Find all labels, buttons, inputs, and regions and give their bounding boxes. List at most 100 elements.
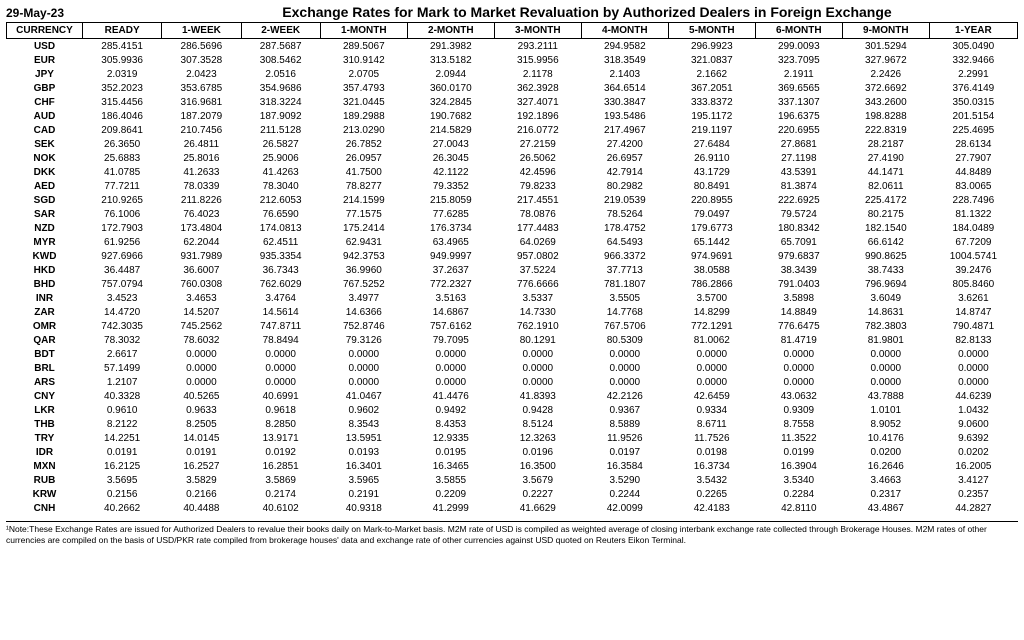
rate-cell: 0.9428	[494, 403, 581, 417]
rate-cell: 219.0539	[581, 193, 668, 207]
currency-code: MYR	[7, 235, 83, 249]
rate-cell: 78.8494	[241, 333, 320, 347]
rate-cell: 294.9582	[581, 39, 668, 54]
rate-cell: 299.0093	[755, 39, 842, 54]
table-row: OMR742.3035745.2562747.8711752.8746757.6…	[7, 319, 1018, 333]
rate-cell: 2.0423	[162, 67, 241, 81]
rate-cell: 14.4720	[83, 305, 162, 319]
rate-cell: 0.0000	[162, 347, 241, 361]
rate-cell: 57.1499	[83, 361, 162, 375]
rate-cell: 42.4183	[668, 501, 755, 515]
rate-cell: 42.7914	[581, 165, 668, 179]
rates-table: CURRENCYREADY1-WEEK2-WEEK1-MONTH2-MONTH3…	[6, 22, 1018, 515]
rate-cell: 36.4487	[83, 263, 162, 277]
table-row: NZD172.7903173.4804174.0813175.2414176.3…	[7, 221, 1018, 235]
rate-cell: 0.9618	[241, 403, 320, 417]
rate-cell: 0.0191	[162, 445, 241, 459]
rate-cell: 0.2357	[929, 487, 1017, 501]
rate-cell: 362.3928	[494, 81, 581, 95]
rate-cell: 78.3032	[83, 333, 162, 347]
rate-cell: 78.0339	[162, 179, 241, 193]
table-row: QAR78.303278.603278.849479.312679.709580…	[7, 333, 1018, 347]
rate-cell: 0.2244	[581, 487, 668, 501]
rate-cell: 0.0000	[755, 347, 842, 361]
rate-cell: 324.2845	[407, 95, 494, 109]
rate-cell: 37.7713	[581, 263, 668, 277]
rate-cell: 3.5700	[668, 291, 755, 305]
currency-code: KRW	[7, 487, 83, 501]
table-row: RUB3.56953.58293.58693.59653.58553.56793…	[7, 473, 1018, 487]
footnote: ¹Note:These Exchange Rates are issued fo…	[6, 521, 1018, 545]
rate-cell: 44.1471	[842, 165, 929, 179]
rate-cell: 0.0000	[407, 361, 494, 375]
rate-cell: 26.3045	[407, 151, 494, 165]
rate-cell: 354.9686	[241, 81, 320, 95]
rate-cell: 77.7211	[83, 179, 162, 193]
rate-cell: 0.0000	[755, 361, 842, 375]
rate-cell: 760.0308	[162, 277, 241, 291]
col-4-month: 4-MONTH	[581, 23, 668, 39]
currency-code: AED	[7, 179, 83, 193]
rate-cell: 762.1910	[494, 319, 581, 333]
rate-cell: 12.9335	[407, 431, 494, 445]
currency-code: THB	[7, 417, 83, 431]
rate-cell: 14.8747	[929, 305, 1017, 319]
table-row: USD285.4151286.5696287.5687289.5067291.3…	[7, 39, 1018, 54]
rate-cell: 8.2505	[162, 417, 241, 431]
rate-cell: 217.4551	[494, 193, 581, 207]
rate-cell: 40.4488	[162, 501, 241, 515]
rate-cell: 8.5124	[494, 417, 581, 431]
rate-cell: 752.8746	[320, 319, 407, 333]
rate-cell: 931.7989	[162, 249, 241, 263]
rate-cell: 305.0490	[929, 39, 1017, 54]
rate-cell: 14.2251	[83, 431, 162, 445]
table-row: IDR0.01910.01910.01920.01930.01950.01960…	[7, 445, 1018, 459]
rate-cell: 79.3352	[407, 179, 494, 193]
table-row: AED77.721178.033978.304078.827779.335279…	[7, 179, 1018, 193]
rate-cell: 935.3354	[241, 249, 320, 263]
rate-cell: 318.3224	[241, 95, 320, 109]
table-row: ZAR14.472014.520714.561414.636614.686714…	[7, 305, 1018, 319]
table-body: USD285.4151286.5696287.5687289.5067291.3…	[7, 39, 1018, 516]
rate-cell: 0.0000	[842, 361, 929, 375]
rate-cell: 26.6957	[581, 151, 668, 165]
rate-cell: 11.9526	[581, 431, 668, 445]
rate-cell: 0.0000	[842, 347, 929, 361]
col-ready: READY	[83, 23, 162, 39]
rate-cell: 0.0000	[929, 375, 1017, 389]
rate-cell: 81.1322	[929, 207, 1017, 221]
rate-cell: 222.8319	[842, 123, 929, 137]
rate-cell: 786.2866	[668, 277, 755, 291]
rate-cell: 0.0000	[668, 347, 755, 361]
rate-cell: 781.1807	[581, 277, 668, 291]
rate-cell: 80.2175	[842, 207, 929, 221]
rate-cell: 14.7330	[494, 305, 581, 319]
col-3-month: 3-MONTH	[494, 23, 581, 39]
rate-cell: 3.5695	[83, 473, 162, 487]
rate-cell: 43.4867	[842, 501, 929, 515]
rate-cell: 0.2191	[320, 487, 407, 501]
currency-code: AUD	[7, 109, 83, 123]
rate-cell: 43.1729	[668, 165, 755, 179]
rate-cell: 776.6666	[494, 277, 581, 291]
rate-cell: 3.5869	[241, 473, 320, 487]
rate-cell: 757.0794	[83, 277, 162, 291]
rate-cell: 796.9694	[842, 277, 929, 291]
rate-cell: 212.6053	[241, 193, 320, 207]
rate-cell: 9.6392	[929, 431, 1017, 445]
rate-cell: 174.0813	[241, 221, 320, 235]
rate-cell: 220.6955	[755, 123, 842, 137]
rate-cell: 3.5337	[494, 291, 581, 305]
rate-cell: 186.4046	[83, 109, 162, 123]
rate-cell: 42.0099	[581, 501, 668, 515]
rate-cell: 10.4176	[842, 431, 929, 445]
rate-cell: 757.6162	[407, 319, 494, 333]
rate-cell: 81.4719	[755, 333, 842, 347]
rate-cell: 8.5889	[581, 417, 668, 431]
report-date: 29-May-23	[6, 6, 96, 20]
rate-cell: 337.1307	[755, 95, 842, 109]
rate-cell: 40.6991	[241, 389, 320, 403]
rate-cell: 184.0489	[929, 221, 1017, 235]
rate-cell: 192.1896	[494, 109, 581, 123]
rate-cell: 3.6261	[929, 291, 1017, 305]
